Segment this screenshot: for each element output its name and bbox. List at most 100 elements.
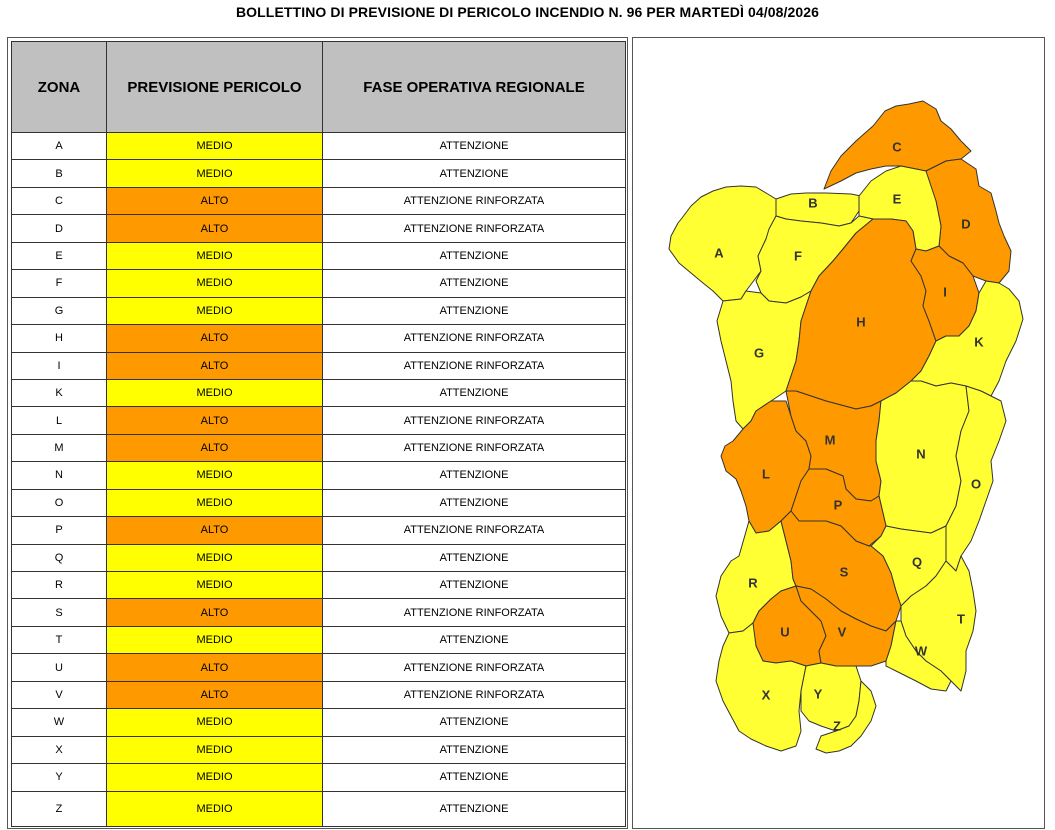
map-zone-label: L: [762, 466, 770, 481]
fase-cell: ATTENZIONE RINFORZATA: [322, 516, 626, 545]
pericolo-cell: ALTO: [106, 516, 323, 545]
pericolo-cell: MEDIO: [106, 159, 323, 188]
fase-cell: ATTENZIONE: [322, 625, 626, 655]
fase-cell: ATTENZIONE: [322, 790, 626, 827]
map-zone-label: W: [915, 643, 928, 658]
table-row: V ALTO ATTENZIONE RINFORZATA: [11, 680, 626, 710]
map-zone-label: C: [892, 139, 902, 154]
pericolo-cell: MEDIO: [106, 543, 323, 573]
zone-forecast-table: ZONA PREVISIONE PERICOLO FASE OPERATIVA …: [11, 41, 626, 827]
pericolo-cell: MEDIO: [106, 488, 323, 518]
pericolo-cell: MEDIO: [106, 241, 323, 271]
map-zone-label: O: [971, 476, 981, 491]
table-row: G MEDIO ATTENZIONE: [11, 296, 626, 326]
zona-cell: B: [11, 159, 107, 188]
table-row: S ALTO ATTENZIONE RINFORZATA: [11, 598, 626, 627]
table-row: W MEDIO ATTENZIONE: [11, 708, 626, 737]
fase-cell: ATTENZIONE RINFORZATA: [322, 186, 626, 216]
map-zone-label: Y: [814, 686, 823, 701]
pericolo-cell: MEDIO: [106, 763, 323, 792]
bulletin-title: BOLLETTINO DI PREVISIONE DI PERICOLO INC…: [235, 4, 820, 20]
map-zone-label: V: [838, 624, 847, 639]
table-row: F MEDIO ATTENZIONE: [11, 269, 626, 298]
zona-cell: I: [11, 351, 107, 380]
sardinia-zone-map: A B C D E F G H I K L M N O P Q R S T U V W X Y Z: [668, 100, 1024, 754]
fase-cell: ATTENZIONE RINFORZATA: [322, 598, 626, 627]
zona-cell: Y: [11, 763, 107, 792]
zone-table-frame: ZONA PREVISIONE PERICOLO FASE OPERATIVA …: [7, 37, 628, 829]
zona-cell: O: [11, 488, 107, 518]
table-row: K MEDIO ATTENZIONE: [11, 378, 626, 408]
pericolo-cell: ALTO: [106, 598, 323, 627]
map-zone-label: P: [834, 497, 843, 512]
pericolo-cell: ALTO: [106, 324, 323, 353]
fase-cell: ATTENZIONE: [322, 461, 626, 490]
map-zone-label: E: [893, 191, 902, 206]
table-row: Q MEDIO ATTENZIONE: [11, 543, 626, 573]
map-zone-y: [800, 662, 862, 732]
table-row: M ALTO ATTENZIONE RINFORZATA: [11, 433, 626, 463]
fase-cell: ATTENZIONE: [322, 159, 626, 188]
zona-cell: R: [11, 570, 107, 600]
pericolo-cell: MEDIO: [106, 378, 323, 408]
map-zone-label: K: [974, 334, 984, 349]
map-zone-label: H: [856, 314, 865, 329]
fase-cell: ATTENZIONE: [322, 488, 626, 518]
zona-cell: P: [11, 516, 107, 545]
table-row: C ALTO ATTENZIONE RINFORZATA: [11, 186, 626, 216]
table-row: N MEDIO ATTENZIONE: [11, 461, 626, 490]
pericolo-cell: MEDIO: [106, 461, 323, 490]
zona-cell: N: [11, 461, 107, 490]
zona-cell: M: [11, 433, 107, 463]
table-row: I ALTO ATTENZIONE RINFORZATA: [11, 351, 626, 380]
map-zone-o: [945, 385, 1007, 572]
fase-cell: ATTENZIONE: [322, 296, 626, 326]
header-zona: ZONA: [11, 41, 107, 133]
fase-cell: ATTENZIONE: [322, 378, 626, 408]
map-zone-label: I: [943, 284, 947, 299]
table-row: E MEDIO ATTENZIONE: [11, 241, 626, 271]
pericolo-cell: ALTO: [106, 680, 323, 710]
map-zone-w: [885, 620, 952, 692]
fase-cell: ATTENZIONE RINFORZATA: [322, 406, 626, 435]
fase-cell: ATTENZIONE RINFORZATA: [322, 214, 626, 243]
map-zone-label: M: [825, 432, 836, 447]
zona-cell: Q: [11, 543, 107, 573]
fase-cell: ATTENZIONE: [322, 570, 626, 600]
zona-cell: K: [11, 378, 107, 408]
map-zone-label: R: [748, 575, 758, 590]
map-zone-label: G: [754, 345, 764, 360]
table-row: P ALTO ATTENZIONE RINFORZATA: [11, 516, 626, 545]
pericolo-cell: MEDIO: [106, 708, 323, 737]
pericolo-cell: MEDIO: [106, 269, 323, 298]
fase-cell: ATTENZIONE RINFORZATA: [322, 433, 626, 463]
pericolo-cell: ALTO: [106, 653, 323, 682]
map-zone-label: Q: [912, 554, 922, 569]
table-row: O MEDIO ATTENZIONE: [11, 488, 626, 518]
fase-cell: ATTENZIONE RINFORZATA: [322, 351, 626, 380]
zona-cell: S: [11, 598, 107, 627]
table-row: Z MEDIO ATTENZIONE: [11, 790, 626, 827]
table-row: T MEDIO ATTENZIONE: [11, 625, 626, 655]
fase-cell: ATTENZIONE: [322, 131, 626, 161]
zona-cell: A: [11, 131, 107, 161]
zona-cell: L: [11, 406, 107, 435]
zona-cell: C: [11, 186, 107, 216]
map-zone-label: Z: [833, 718, 841, 733]
fase-cell: ATTENZIONE: [322, 763, 626, 792]
fase-cell: ATTENZIONE: [322, 708, 626, 737]
map-zone-label: D: [961, 216, 970, 231]
map-zone-c: [823, 100, 972, 190]
zona-cell: X: [11, 735, 107, 765]
fase-cell: ATTENZIONE: [322, 241, 626, 271]
pericolo-cell: ALTO: [106, 214, 323, 243]
map-zone-label: U: [780, 624, 789, 639]
table-row: B MEDIO ATTENZIONE: [11, 159, 626, 188]
zona-cell: F: [11, 269, 107, 298]
sardinia-map-frame: A B C D E F G H I K L M N O P Q R S T U V W X Y Z: [632, 37, 1045, 829]
pericolo-cell: MEDIO: [106, 735, 323, 765]
fase-cell: ATTENZIONE: [322, 269, 626, 298]
map-zone-x: [715, 622, 807, 752]
map-zone-v: [795, 585, 897, 667]
pericolo-cell: ALTO: [106, 186, 323, 216]
